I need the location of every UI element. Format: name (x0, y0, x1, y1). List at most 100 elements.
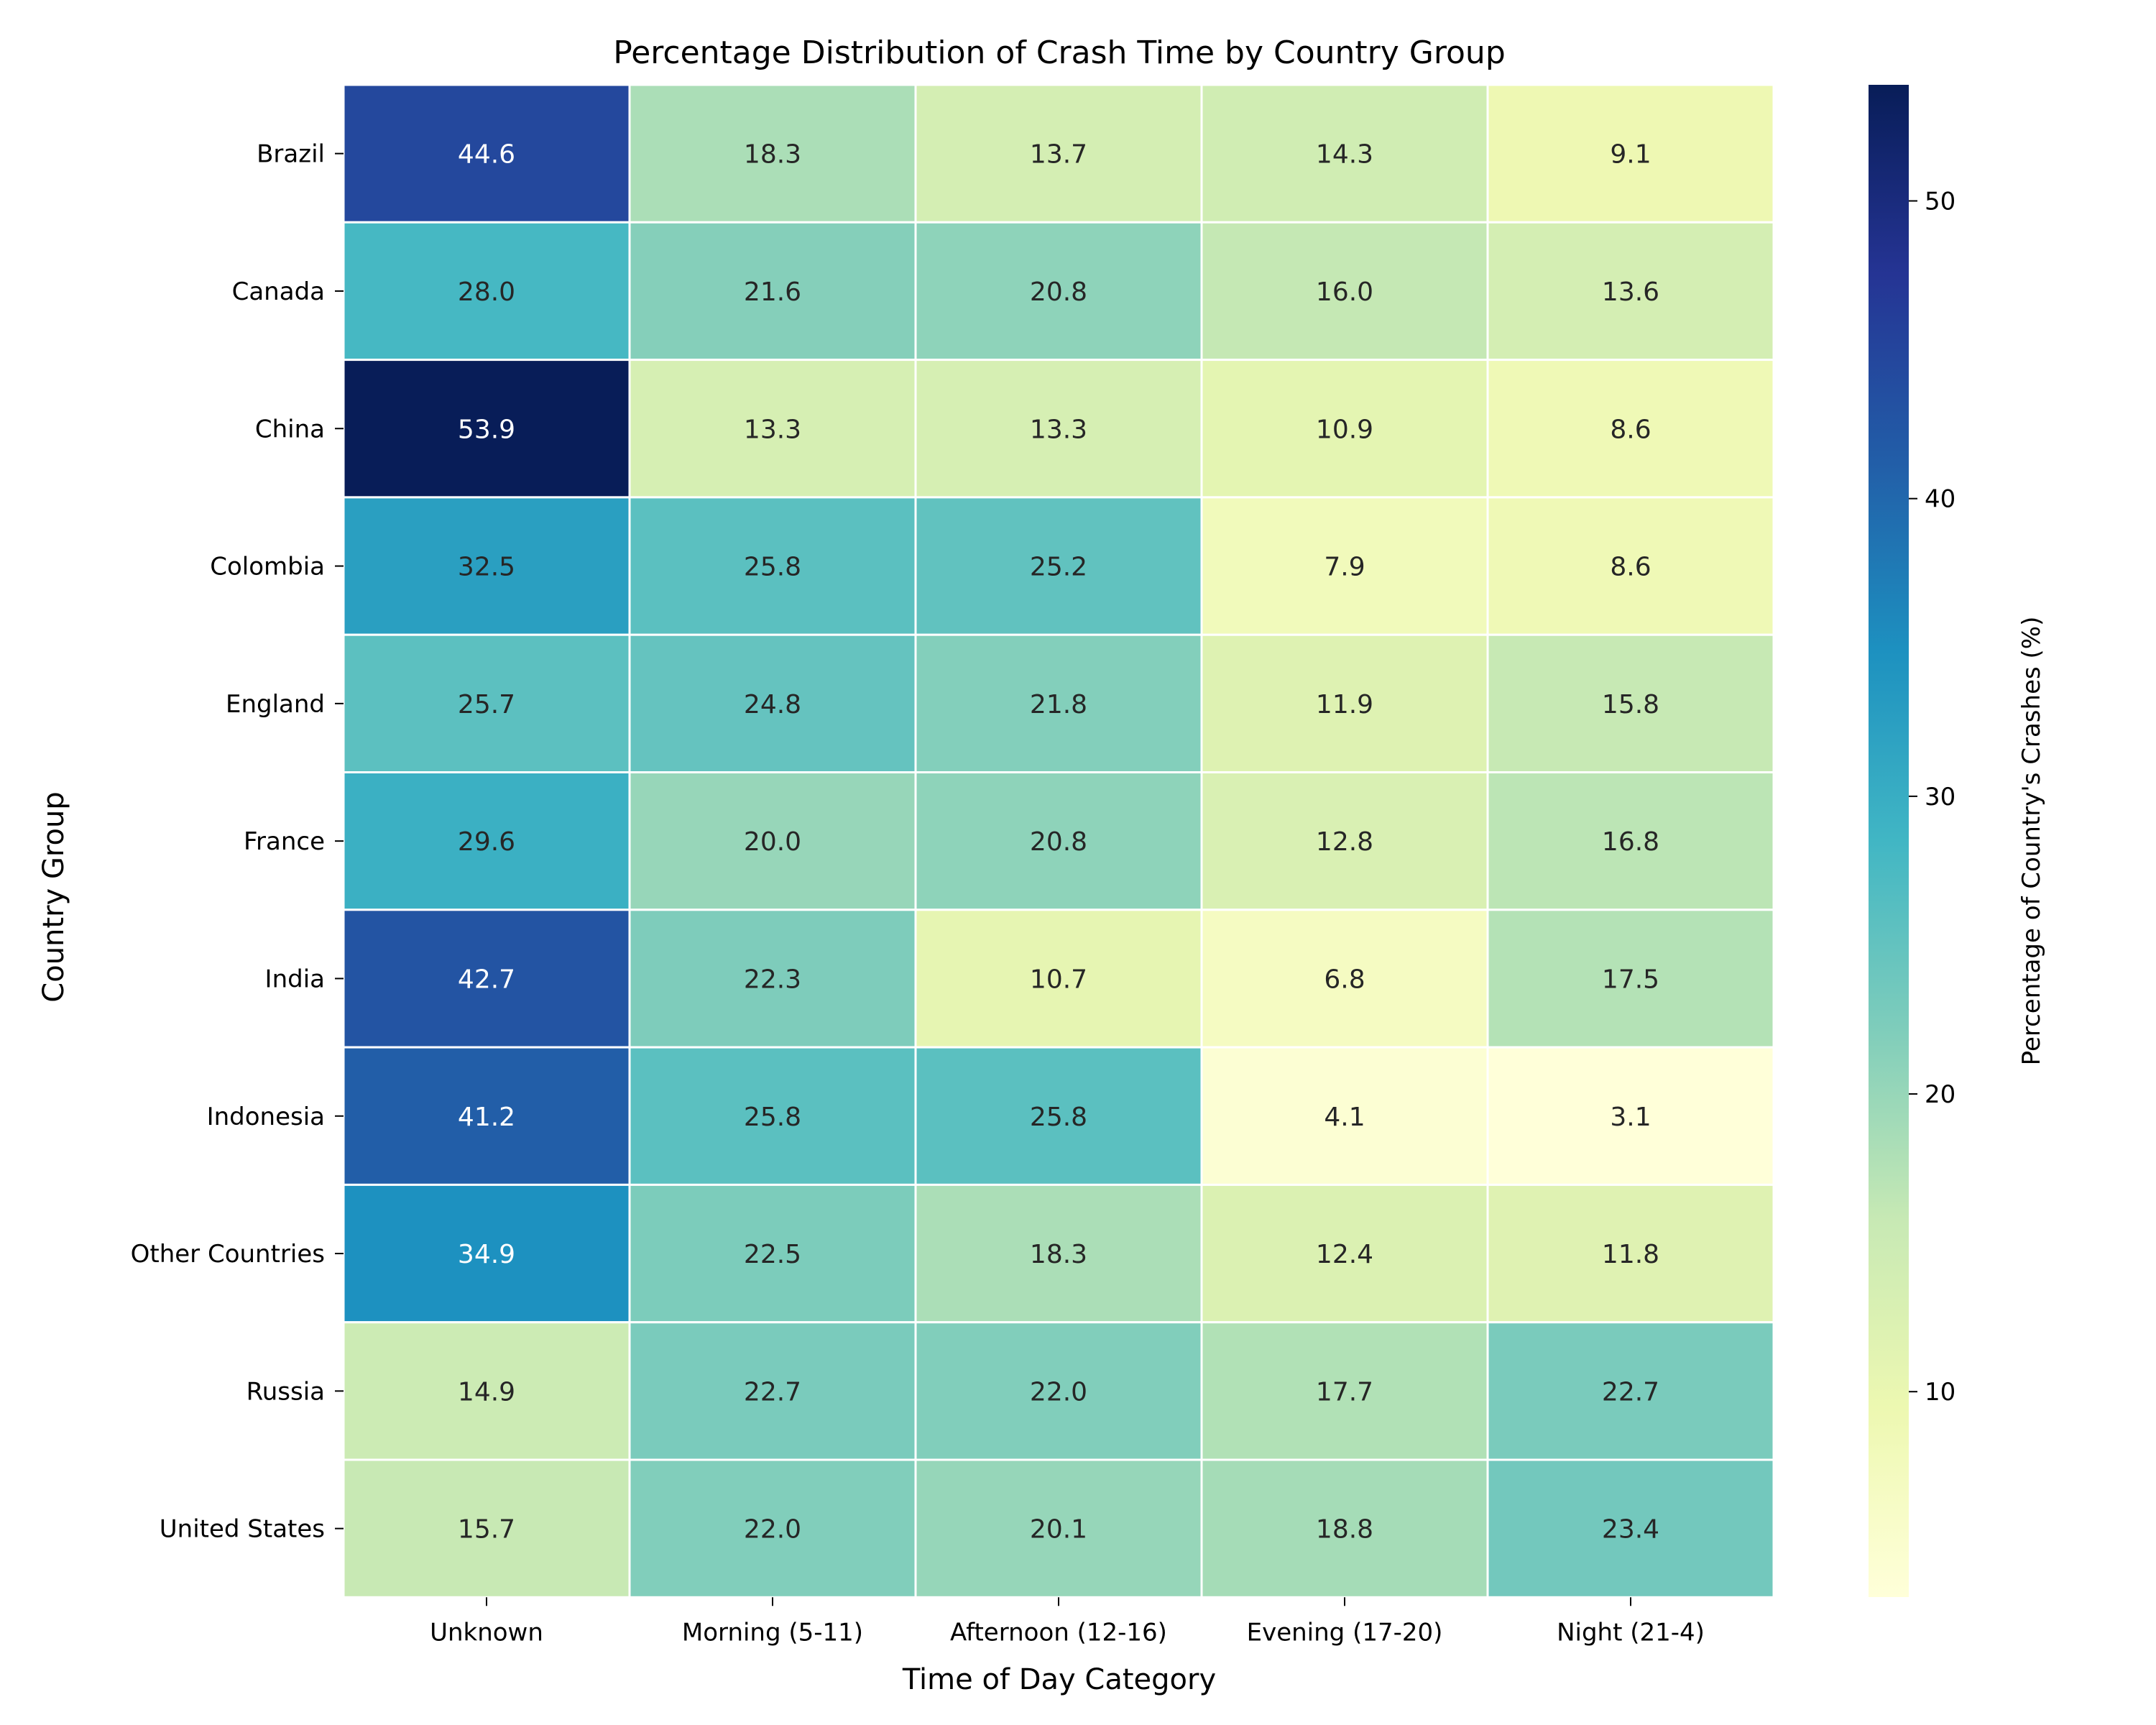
heatmap-cell (342, 1046, 631, 1186)
row-label: England (226, 690, 325, 719)
heatmap-cell (914, 359, 1203, 499)
heatmap-cell (1486, 633, 1775, 774)
heatmap-cell (914, 1458, 1203, 1598)
cell-value-label: 8.6 (1610, 415, 1651, 444)
cell-value-label: 44.6 (458, 140, 515, 170)
cell-value-label: 28.0 (458, 277, 515, 307)
cell-value-label: 20.1 (1030, 1515, 1087, 1545)
heatmap-cell (628, 633, 917, 774)
heatmap-cell (1200, 771, 1489, 911)
heatmap-cell (342, 83, 631, 224)
cell-value-label: 10.9 (1316, 415, 1373, 444)
cell-value-label: 32.5 (458, 553, 515, 582)
x-axis-label: Time of Day Category (902, 1663, 1216, 1696)
chart-title: Percentage Distribution of Crash Time by… (613, 34, 1506, 71)
column-label: Night (21-4) (1557, 1618, 1705, 1647)
heatmap-cell (914, 83, 1203, 224)
cell-value-label: 25.7 (458, 690, 515, 719)
colorbar-gradient (1869, 85, 1909, 1597)
column-label: Afternoon (12-16) (950, 1618, 1167, 1647)
column-labels: Unknown Morning (5-11) Afternoon (12-16) Ev… (430, 1597, 1705, 1647)
row-label: China (255, 415, 325, 443)
y-axis-label: Country Group (37, 791, 70, 1002)
cell-value-label: 4.1 (1324, 1103, 1365, 1132)
colorbar-tick-label: 20 (1925, 1080, 1955, 1109)
colorbar-tick-label: 10 (1925, 1378, 1955, 1407)
cell-value-label: 22.0 (1030, 1377, 1087, 1407)
row-label: Other Countries (131, 1240, 325, 1269)
cell-value-label: 41.2 (458, 1103, 515, 1132)
heatmap-cell (914, 1046, 1203, 1186)
heatmap-cell (1200, 83, 1489, 224)
heatmap-cell (342, 633, 631, 774)
row-label: Russia (247, 1377, 325, 1406)
cell-value-label: 13.3 (744, 415, 801, 444)
row-label: France (244, 827, 325, 856)
heatmap-cell (342, 1458, 631, 1598)
heatmap-cell (1486, 1458, 1775, 1598)
heatmap-cell (1486, 1183, 1775, 1324)
colorbar-label: Percentage of Country's Crashes (%) (2017, 617, 2046, 1066)
heatmap-cell (914, 496, 1203, 636)
cell-value-label: 20.8 (1030, 827, 1087, 857)
heatmap-cell (628, 771, 917, 911)
heatmap-cell (1486, 1321, 1775, 1461)
cell-value-label: 16.8 (1602, 827, 1659, 857)
heatmap-cell (1486, 1046, 1775, 1186)
cell-value-label: 25.8 (744, 1103, 801, 1132)
heatmap-cell (914, 633, 1203, 774)
row-label: Canada (232, 277, 325, 306)
heatmap-cell (914, 771, 1203, 911)
cell-value-label: 7.9 (1324, 553, 1365, 582)
column-label: Evening (17-20) (1247, 1618, 1443, 1647)
heatmap-cell (1200, 496, 1489, 636)
heatmap-cell (1486, 221, 1775, 362)
heatmap-cell (914, 1183, 1203, 1324)
cell-value-label: 23.4 (1602, 1515, 1659, 1545)
cell-value-label: 25.8 (1030, 1103, 1087, 1132)
cell-value-label: 13.7 (1030, 140, 1087, 170)
cell-value-label: 18.3 (744, 140, 801, 170)
cell-value-label: 53.9 (458, 415, 515, 444)
cell-value-label: 20.0 (744, 827, 801, 857)
cell-value-label: 25.2 (1030, 553, 1087, 582)
cell-value-label: 21.8 (1030, 690, 1087, 719)
heatmap-cell (628, 496, 917, 636)
cell-value-label: 15.8 (1602, 690, 1659, 719)
heatmap-cells: 44.6 18.3 13.7 14.3 9.1 28.0 21.6 20.8 16.0 13.6 5… (342, 83, 1775, 1598)
cell-value-label: 13.3 (1030, 415, 1087, 444)
cell-value-label: 6.8 (1324, 965, 1365, 994)
row-label: Brazil (257, 140, 325, 169)
colorbar-tick-label: 30 (1925, 783, 1955, 811)
heatmap-cell (342, 1321, 631, 1461)
heatmap-cell (342, 221, 631, 362)
cell-value-label: 11.8 (1602, 1240, 1659, 1269)
cell-value-label: 17.5 (1602, 965, 1659, 994)
heatmap-cell (342, 908, 631, 1049)
cell-value-label: 21.6 (744, 277, 801, 307)
heatmap-cell (1486, 908, 1775, 1049)
colorbar: 10 20 30 40 50 (1869, 85, 1955, 1597)
cell-value-label: 16.0 (1316, 277, 1373, 307)
cell-value-label: 8.6 (1610, 553, 1651, 582)
heatmap-cell (1486, 83, 1775, 224)
cell-value-label: 42.7 (458, 965, 515, 994)
cell-value-label: 22.7 (744, 1377, 801, 1407)
column-label: Morning (5-11) (682, 1618, 863, 1647)
heatmap-cell (1200, 1046, 1489, 1186)
column-label: Unknown (430, 1618, 543, 1647)
row-label: Colombia (210, 553, 325, 581)
cell-value-label: 12.8 (1316, 827, 1373, 857)
cell-value-label: 24.8 (744, 690, 801, 719)
heatmap-cell (1486, 359, 1775, 499)
cell-value-label: 25.8 (744, 553, 801, 582)
heatmap-cell (1486, 771, 1775, 911)
cell-value-label: 12.4 (1316, 1240, 1373, 1269)
row-label: United States (160, 1515, 325, 1544)
cell-value-label: 14.3 (1316, 140, 1373, 170)
cell-value-label: 18.8 (1316, 1515, 1373, 1545)
colorbar-tick-label: 40 (1925, 485, 1955, 514)
cell-value-label: 22.3 (744, 965, 801, 994)
row-label: Indonesia (207, 1103, 325, 1131)
